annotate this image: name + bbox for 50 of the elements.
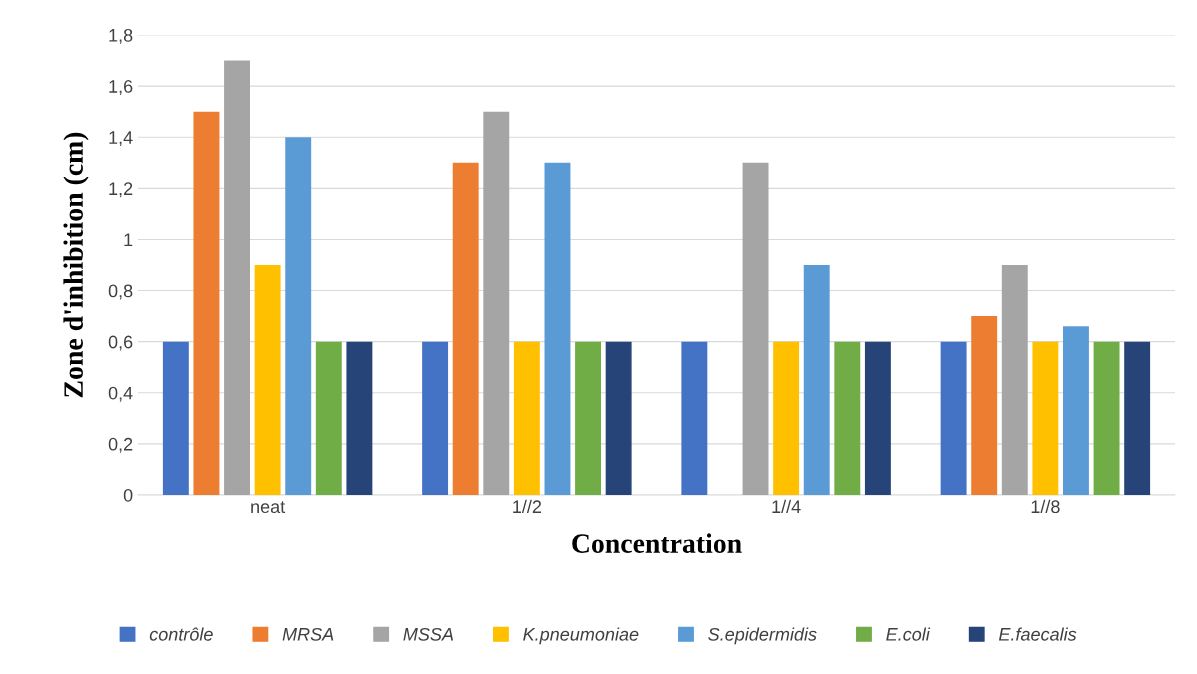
legend-label: MRSA [282, 627, 334, 641]
bar [1001, 265, 1028, 495]
bar [1124, 341, 1151, 495]
bar [1032, 341, 1059, 495]
bar [971, 316, 998, 495]
bar [681, 341, 708, 495]
legend-label: K.pneumoniae [523, 627, 639, 645]
y-tick-label: 0,6 [108, 335, 133, 351]
legend-label: S.epidermidis [708, 627, 817, 645]
bar [834, 341, 861, 495]
legend-label: E.coli [886, 627, 931, 641]
y-tick-label: 1,8 [109, 28, 133, 44]
bar [575, 341, 602, 495]
bar [254, 265, 281, 495]
bar [940, 341, 967, 495]
y-tick-label: 1 [124, 233, 133, 246]
bar [742, 162, 769, 495]
bar [452, 162, 479, 495]
bar [803, 265, 830, 495]
y-tick-label: 0 [123, 488, 133, 502]
bar [224, 60, 250, 495]
y-tick-label: 1,4 [109, 131, 133, 147]
legend-label: MSSA [403, 627, 454, 641]
y-tick-label: 1,2 [109, 182, 133, 198]
x-tick-label: 1//8 [1031, 499, 1060, 514]
y-tick-label: 1,6 [109, 80, 133, 95]
x-tick-label: neat [251, 501, 286, 514]
bar [864, 341, 891, 495]
y-tick-label: 0,4 [108, 386, 133, 402]
bar [605, 341, 632, 495]
x-tick-label: 1//4 [772, 499, 801, 514]
bar [422, 341, 449, 495]
bar [513, 341, 540, 495]
bar [483, 111, 510, 495]
x-tick-label: 1//2 [513, 499, 542, 514]
y-tick-label: 0,2 [108, 437, 133, 453]
y-axis-title: Zone d'inhibition (cm) [63, 132, 89, 398]
bar [285, 137, 312, 495]
legend-label: contrôle [149, 627, 213, 641]
bar [1063, 326, 1089, 495]
y-tick-label: 0,8 [108, 284, 133, 300]
bar [315, 341, 342, 495]
bar [773, 341, 800, 495]
bar [346, 341, 373, 495]
bar [1093, 341, 1120, 495]
bar [544, 162, 571, 495]
x-axis-title: Concentration [572, 533, 742, 553]
legend-label: E.faecalis [998, 627, 1077, 641]
bar [162, 341, 189, 495]
bar [193, 111, 220, 495]
